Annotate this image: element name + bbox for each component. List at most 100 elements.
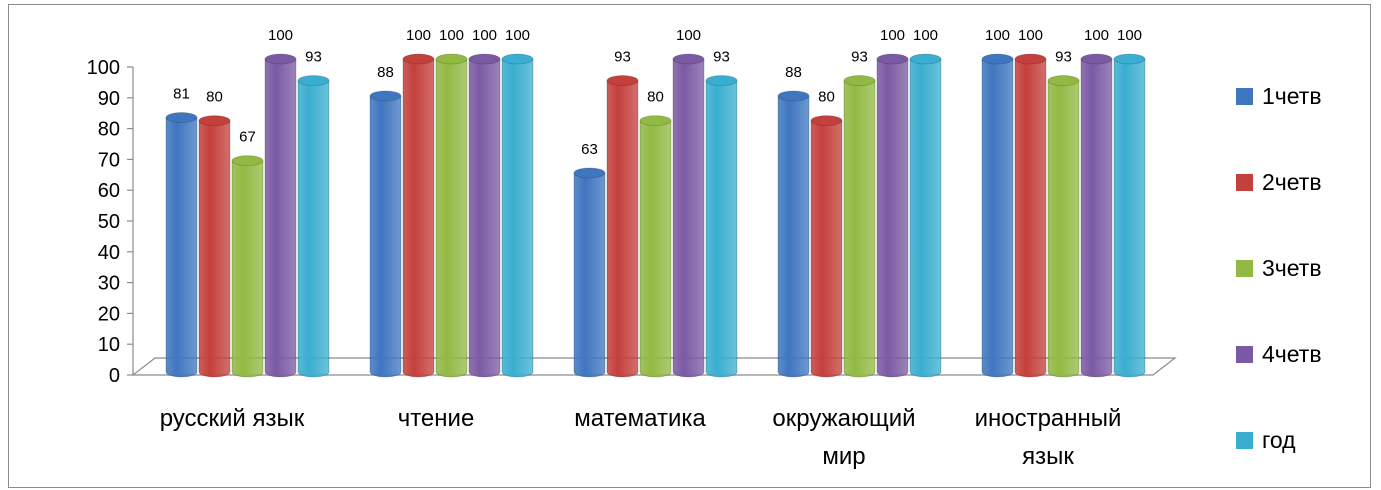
legend-label: год — [1262, 427, 1296, 453]
bar-body — [1080, 58, 1113, 378]
y-tick-label: 10 — [98, 334, 120, 356]
bar-body — [981, 58, 1014, 378]
legend-item-2четв: 2четв — [1236, 169, 1322, 195]
bar-3четв-иностранный-язык — [1047, 75, 1080, 378]
bar-1четв-чтение — [369, 90, 402, 378]
y-tick-label: 100 — [87, 57, 120, 79]
data-label: 100 — [880, 27, 905, 44]
bar-2четв-русский-язык — [198, 115, 231, 378]
bar-top — [810, 115, 843, 126]
bar-top — [297, 75, 330, 86]
data-label: 100 — [676, 27, 701, 44]
data-label: 67 — [239, 129, 256, 146]
bar-2четв-иностранный-язык — [1014, 53, 1047, 378]
y-tick-label: 80 — [98, 119, 120, 141]
legend-swatch — [1236, 260, 1253, 277]
y-axis: 0 10 20 30 40 50 60 70 80 90 100 — [87, 57, 134, 387]
bar-top — [639, 115, 672, 126]
bar-body — [777, 95, 810, 378]
data-label: 80 — [647, 89, 664, 106]
category-labels: русский язык чтение математика окружающий ми… — [160, 405, 1122, 470]
bar-2четв-чтение — [402, 53, 435, 378]
bar-body — [843, 80, 876, 378]
data-label: 100 — [505, 27, 530, 44]
category-label-чтение: чтение — [398, 405, 475, 432]
legend-item-1четв: 1четв — [1236, 83, 1322, 109]
category-label-математика: математика — [574, 405, 706, 432]
bar-top — [606, 75, 639, 86]
bar-1четв-математика — [573, 167, 606, 378]
bar-год-русский-язык — [297, 75, 330, 378]
bar-4четв-русский-язык — [264, 53, 297, 378]
bar-body — [876, 58, 909, 378]
bar-body — [672, 58, 705, 378]
bar-top — [1047, 75, 1080, 86]
data-label: 100 — [985, 27, 1010, 44]
bar-top — [264, 53, 297, 65]
bar-body — [231, 160, 264, 378]
bar-top — [909, 53, 942, 65]
bar-top — [501, 53, 534, 65]
bar-top — [369, 90, 402, 102]
bar-4четв-окружающий-мир — [876, 53, 909, 378]
bar-body — [501, 58, 534, 378]
data-label: 81 — [173, 86, 190, 103]
bar-body — [1047, 80, 1080, 378]
legend-label: 4четв — [1262, 341, 1322, 367]
bar-top — [198, 115, 231, 126]
legend-swatch — [1236, 346, 1253, 363]
bar-год-математика — [705, 75, 738, 378]
category-label-иностранный-язык: язык — [1022, 443, 1074, 470]
bar-top — [705, 75, 738, 86]
bar-3четв-математика — [639, 115, 672, 378]
bar-3четв-русский-язык — [231, 155, 264, 378]
bar-body — [402, 58, 435, 378]
bar-body — [606, 80, 639, 378]
bars-group — [165, 53, 1146, 378]
y-tick-label: 70 — [98, 149, 120, 171]
legend-swatch — [1236, 88, 1253, 105]
bar-body — [639, 120, 672, 378]
data-label: 100 — [406, 27, 431, 44]
bar-top — [573, 167, 606, 179]
category-label-иностранный-язык: иностранный — [975, 405, 1122, 432]
bar-body — [909, 58, 942, 378]
y-tick-label: 60 — [98, 180, 120, 202]
legend-label: 1четв — [1262, 83, 1322, 109]
bar-body — [705, 80, 738, 378]
bar-top — [777, 90, 810, 102]
bar-3четв-чтение — [435, 53, 468, 378]
bar-body — [435, 58, 468, 378]
data-label: 80 — [818, 89, 835, 106]
bar-3четв-окружающий-мир — [843, 75, 876, 378]
bar-4четв-иностранный-язык — [1080, 53, 1113, 378]
data-label: 100 — [268, 27, 293, 44]
legend-label: 2четв — [1262, 169, 1322, 195]
bar-top — [876, 53, 909, 65]
category-label-окружающий-мир: окружающий — [772, 405, 915, 432]
bar-год-чтение — [501, 53, 534, 378]
data-label: 93 — [1055, 49, 1072, 66]
bar-top — [1080, 53, 1113, 65]
bar-top — [231, 155, 264, 167]
bar-1четв-окружающий-мир — [777, 90, 810, 378]
data-label: 93 — [614, 49, 631, 66]
bar-top — [468, 53, 501, 65]
data-label: 100 — [1117, 27, 1142, 44]
data-label: 100 — [472, 27, 497, 44]
y-tick-label: 90 — [98, 88, 120, 110]
bar-4четв-математика — [672, 53, 705, 378]
legend-swatch — [1236, 432, 1253, 449]
bar-top — [672, 53, 705, 65]
bar-body — [810, 120, 843, 378]
y-tick-label: 40 — [98, 242, 120, 264]
legend-item-3четв: 3четв — [1236, 255, 1322, 281]
bar-body — [198, 120, 231, 378]
data-label: 100 — [1018, 27, 1043, 44]
data-label: 80 — [206, 89, 223, 106]
bar-body — [165, 117, 198, 378]
data-label: 63 — [581, 141, 598, 158]
bar-2четв-математика — [606, 75, 639, 378]
y-tick-label: 50 — [98, 211, 120, 233]
data-label: 100 — [1084, 27, 1109, 44]
